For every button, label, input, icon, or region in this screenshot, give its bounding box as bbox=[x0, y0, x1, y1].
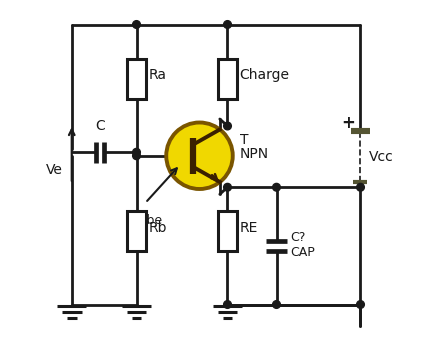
Text: NPN: NPN bbox=[240, 147, 269, 161]
Circle shape bbox=[224, 183, 232, 191]
Circle shape bbox=[224, 21, 232, 28]
Text: RE: RE bbox=[240, 220, 258, 234]
Text: Vbe: Vbe bbox=[138, 214, 163, 226]
Bar bbox=[127, 58, 146, 99]
Text: Ra: Ra bbox=[149, 68, 167, 82]
Text: C?: C? bbox=[290, 231, 305, 244]
Bar bbox=[218, 211, 237, 251]
Circle shape bbox=[273, 301, 280, 308]
Text: T: T bbox=[240, 133, 248, 147]
Circle shape bbox=[357, 183, 364, 191]
Bar bbox=[218, 58, 237, 99]
Text: CAP: CAP bbox=[290, 246, 314, 259]
Text: Ve: Ve bbox=[46, 163, 63, 177]
Circle shape bbox=[133, 152, 140, 160]
Bar bbox=[127, 211, 146, 251]
Circle shape bbox=[357, 301, 364, 308]
Text: Charge: Charge bbox=[240, 68, 290, 82]
Circle shape bbox=[133, 21, 140, 28]
Circle shape bbox=[273, 183, 280, 191]
Text: +: + bbox=[341, 113, 355, 132]
Circle shape bbox=[166, 122, 233, 189]
Text: C: C bbox=[95, 119, 105, 133]
Circle shape bbox=[133, 148, 140, 156]
Text: Vcc: Vcc bbox=[369, 150, 394, 164]
Circle shape bbox=[224, 301, 232, 308]
Circle shape bbox=[224, 122, 232, 130]
Text: Rb: Rb bbox=[149, 220, 167, 234]
